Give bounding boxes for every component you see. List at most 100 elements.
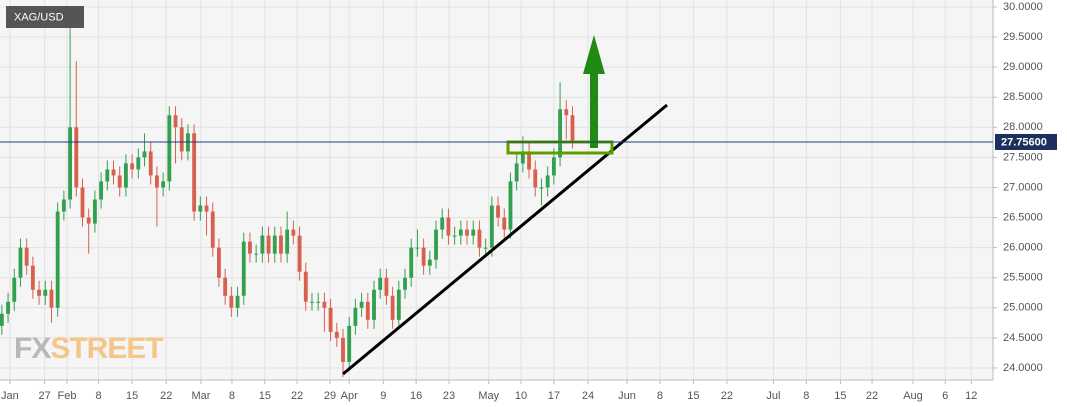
candle-body — [390, 295, 395, 320]
candle-body — [341, 337, 345, 362]
watermark-text: FXSTREET — [14, 332, 163, 365]
candle-body — [248, 241, 252, 254]
candle-body — [465, 229, 469, 236]
y-tick-label: 30.0000 — [1003, 1, 1043, 13]
candle-body — [458, 229, 463, 236]
candle-body — [61, 199, 66, 212]
candle-body — [136, 157, 141, 170]
candle-body — [74, 127, 79, 188]
candle-body — [496, 205, 500, 218]
candle-body — [303, 271, 308, 302]
x-tick-label: May — [478, 390, 499, 402]
candle-body — [0, 313, 4, 326]
candle-body — [334, 331, 339, 338]
candle-body — [396, 289, 401, 320]
plot-background — [0, 0, 993, 380]
candle-body — [80, 187, 85, 218]
candle-body — [409, 247, 414, 278]
x-tick-label: 22 — [291, 390, 303, 402]
y-tick-label: 29.5000 — [1003, 31, 1043, 43]
candle-body — [291, 229, 296, 236]
x-tick-label: 29 — [324, 390, 336, 402]
candle-body — [359, 301, 364, 308]
x-tick-label: 22 — [160, 390, 172, 402]
candle-body — [440, 217, 445, 230]
candle-body — [204, 205, 209, 212]
candle-body — [347, 325, 352, 362]
y-tick-label: 25.0000 — [1003, 302, 1043, 314]
candle-body — [489, 205, 494, 248]
candle-body — [285, 229, 290, 254]
candle-body — [198, 205, 203, 212]
x-tick-label: 23 — [443, 390, 455, 402]
last-price-label: 27.75600 — [1001, 136, 1047, 148]
x-tick-label: 15 — [687, 390, 699, 402]
x-tick-label: Jun — [618, 390, 636, 402]
candle-body — [477, 229, 482, 248]
candle-body — [514, 163, 519, 182]
y-tick-label: 27.5000 — [1003, 151, 1043, 163]
candle-body — [12, 277, 17, 302]
candle-body — [520, 151, 525, 164]
arrow-head — [583, 35, 605, 74]
candle-body — [161, 181, 166, 188]
x-tick-label: 22 — [866, 390, 878, 402]
candle-body — [43, 289, 48, 296]
y-tick-label: 24.5000 — [1003, 332, 1043, 344]
candle-body — [471, 229, 476, 236]
x-tick-label: 10 — [515, 390, 527, 402]
candle-body — [446, 217, 451, 236]
x-tick-label: 8 — [96, 390, 102, 402]
candle-body — [316, 301, 321, 303]
x-tick-label: 8 — [657, 390, 663, 402]
candles — [0, 6, 575, 377]
candle-body — [99, 181, 104, 200]
candle-body — [272, 235, 277, 254]
symbol-label: XAG/USD — [14, 11, 64, 23]
x-tick-label: 17 — [548, 390, 560, 402]
candle-body — [545, 175, 550, 188]
candle-body — [105, 169, 110, 182]
x-tick-label: 9 — [380, 390, 386, 402]
candle-body — [533, 169, 538, 188]
candle-body — [111, 169, 116, 176]
candle-body — [384, 277, 389, 296]
symbol-box — [6, 6, 84, 28]
candle-body — [30, 265, 35, 290]
candle-body — [210, 211, 215, 248]
candle-body — [154, 175, 159, 188]
y-tick-label: 25.5000 — [1003, 272, 1043, 284]
watermark: FXSTREET — [14, 332, 164, 365]
candle-body — [502, 217, 507, 230]
candle-body — [18, 247, 23, 278]
y-tick-label: 24.0000 — [1003, 362, 1043, 374]
x-tick-label: 6 — [942, 390, 948, 402]
candle-body — [279, 235, 283, 254]
axis: 24.0000 24.5000 25.0000 25.5000 26.0000 26.50… — [1, 1, 1043, 402]
y-tick-label: 26.0000 — [1003, 242, 1043, 254]
candle-body — [241, 241, 246, 296]
candle-body — [68, 127, 73, 200]
grid — [0, 0, 993, 380]
candle-body — [403, 277, 407, 290]
candle-body — [508, 181, 513, 230]
x-tick-label: 8 — [229, 390, 235, 402]
candle-body — [179, 127, 184, 152]
candle-body — [148, 151, 153, 176]
candle-body — [551, 157, 556, 176]
candle-body — [167, 115, 172, 182]
x-tick-label: Aug — [903, 390, 923, 402]
candle-body — [353, 307, 358, 326]
x-tick-label: 16 — [410, 390, 422, 402]
candle-body — [372, 289, 376, 320]
candle-body — [297, 235, 302, 272]
candle-body — [6, 301, 10, 314]
x-tick-label: 27 — [39, 390, 51, 402]
candle-body — [539, 187, 544, 189]
x-tick-label: 15 — [259, 390, 271, 402]
candle-body — [24, 247, 29, 266]
candle-body — [235, 295, 240, 308]
candle-body — [130, 163, 135, 170]
y-tick-label: 27.0000 — [1003, 181, 1043, 193]
candle-body — [92, 199, 97, 224]
